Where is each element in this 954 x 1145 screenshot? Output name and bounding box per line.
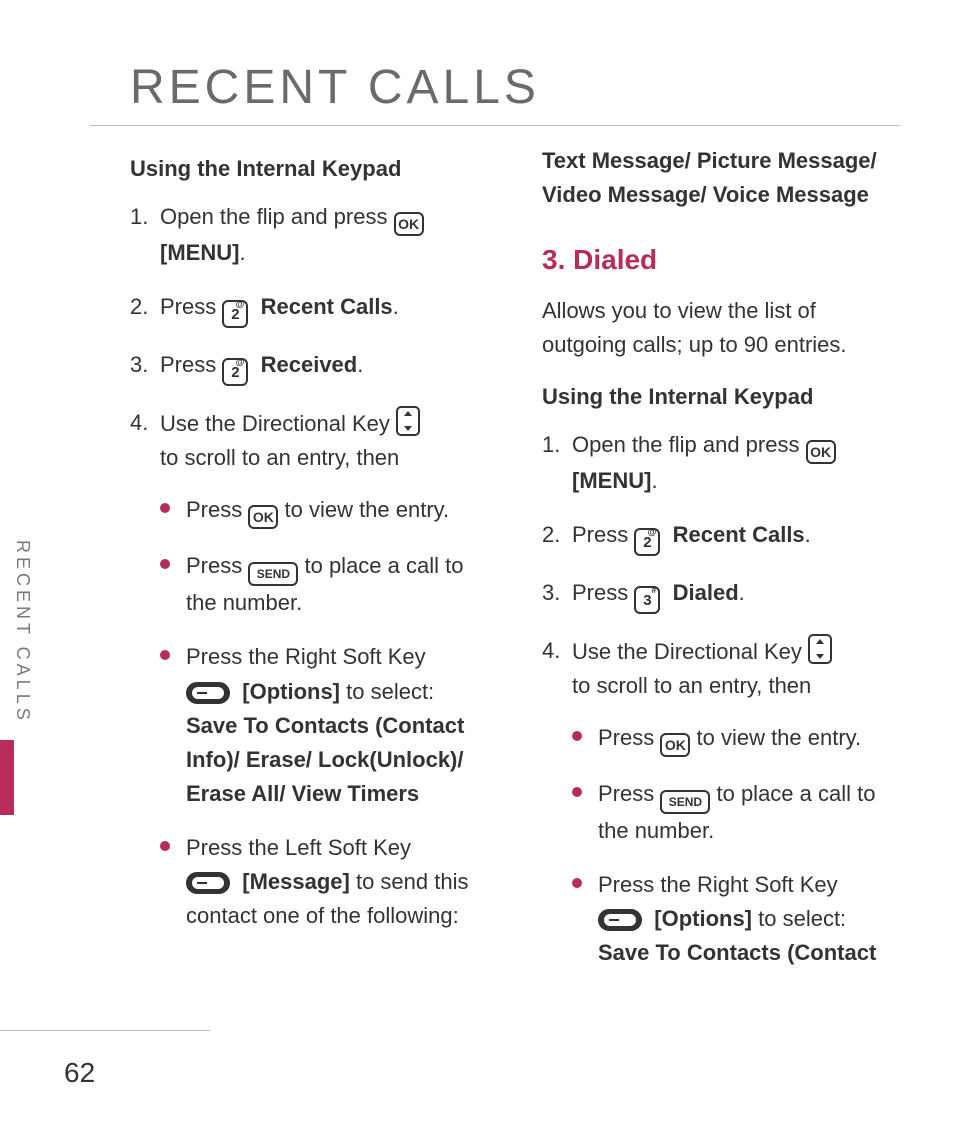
- right-steps: Open the flip and press OK [MENU]. Press…: [542, 428, 894, 971]
- text: Press: [572, 522, 634, 547]
- manual-page: RECENT CALLS Using the Internal Keypad O…: [0, 0, 954, 1145]
- soft-key-icon: [598, 909, 642, 931]
- key-sup: @: [236, 300, 245, 309]
- right-step-2: Press 2@ Recent Calls.: [542, 518, 894, 556]
- left-step-2: Press 2@ Recent Calls.: [130, 290, 482, 328]
- text: .: [739, 580, 745, 605]
- text: Open the flip and press: [572, 432, 806, 457]
- text: to select:: [340, 679, 434, 704]
- text: .: [393, 294, 399, 319]
- left-bullet-2: Press SEND to place a call to the number…: [160, 549, 482, 620]
- options-list: Save To Contacts (Contact Info)/ Erase/ …: [186, 713, 464, 806]
- text: Press: [160, 352, 222, 377]
- side-label: RECENT CALLS: [0, 540, 33, 724]
- right-bullet-1: Press OK to view the entry.: [572, 721, 894, 757]
- left-steps: Open the flip and press OK [MENU]. Press…: [130, 200, 482, 933]
- recent-calls-label: Recent Calls: [261, 294, 393, 319]
- text: Press: [160, 294, 222, 319]
- right-bullets: Press OK to view the entry. Press SEND t…: [572, 721, 894, 970]
- title-rule: [90, 125, 900, 126]
- text: to select:: [752, 906, 846, 931]
- text: to view the entry.: [696, 725, 861, 750]
- ok-key-icon: OK: [394, 212, 424, 236]
- text: .: [651, 468, 657, 493]
- text: Press: [186, 553, 248, 578]
- directional-key-icon: [808, 634, 832, 664]
- left-bullets: Press OK to view the entry. Press SEND t…: [160, 493, 482, 933]
- side-tab: RECENT CALLS: [0, 540, 44, 815]
- dialed-description: Allows you to view the list of outgoing …: [542, 294, 894, 362]
- message-label: [Message]: [242, 869, 350, 894]
- right-bullet-2: Press SEND to place a call to the number…: [572, 777, 894, 848]
- right-bullet-3: Press the Right Soft Key [Options] to se…: [572, 868, 894, 970]
- text: Press: [186, 497, 248, 522]
- left-bullet-3: Press the Right Soft Key [Options] to se…: [160, 640, 482, 810]
- left-bullet-1: Press OK to view the entry.: [160, 493, 482, 529]
- two-key-icon: 2@: [222, 358, 248, 386]
- text: Press the Left Soft Key: [186, 835, 411, 860]
- right-subhead: Using the Internal Keypad: [542, 380, 894, 414]
- text: Press: [598, 781, 660, 806]
- received-label: Received: [261, 352, 358, 377]
- columns: Using the Internal Keypad Open the flip …: [90, 144, 894, 991]
- key-sup: @: [648, 528, 657, 537]
- text: Open the flip and press: [160, 204, 394, 229]
- send-key-icon: SEND: [248, 562, 298, 586]
- key-sup: @: [236, 358, 245, 367]
- left-column: Using the Internal Keypad Open the flip …: [130, 144, 482, 991]
- menu-label: [MENU]: [160, 240, 239, 265]
- options-list-partial: Save To Contacts (Contact: [598, 940, 876, 965]
- page-title: RECENT CALLS: [130, 60, 894, 115]
- key-digit: 3: [643, 592, 651, 609]
- left-step-4: Use the Directional Key to scroll to an …: [130, 406, 482, 933]
- recent-calls-label: Recent Calls: [673, 522, 805, 547]
- left-bullet-4: Press the Left Soft Key [Message] to sen…: [160, 831, 482, 933]
- key-sup: #: [651, 586, 656, 595]
- menu-label: [MENU]: [572, 468, 651, 493]
- left-step-3: Press 2@ Received.: [130, 348, 482, 386]
- text: to scroll to an entry, then: [572, 673, 811, 698]
- soft-key-icon: [186, 872, 230, 894]
- two-key-icon: 2@: [634, 528, 660, 556]
- ok-key-icon: OK: [660, 733, 690, 757]
- text: Press: [572, 580, 634, 605]
- options-label: [Options]: [242, 679, 340, 704]
- left-step-1: Open the flip and press OK [MENU].: [130, 200, 482, 270]
- two-key-icon: 2@: [222, 300, 248, 328]
- three-key-icon: 3#: [634, 586, 660, 614]
- options-label: [Options]: [654, 906, 752, 931]
- right-step-4: Use the Directional Key to scroll to an …: [542, 634, 894, 971]
- left-subhead: Using the Internal Keypad: [130, 152, 482, 186]
- right-column: Text Message/ Picture Message/ Video Mes…: [542, 144, 894, 991]
- send-key-icon: SEND: [660, 790, 710, 814]
- text: .: [805, 522, 811, 547]
- dialed-heading: 3. Dialed: [542, 238, 894, 281]
- footer-rule: [0, 1030, 210, 1031]
- text: to scroll to an entry, then: [160, 445, 399, 470]
- text: Use the Directional Key: [160, 411, 396, 436]
- text: Press the Right Soft Key: [598, 872, 838, 897]
- text: Press: [598, 725, 660, 750]
- text: Press the Right Soft Key: [186, 644, 426, 669]
- page-number: 62: [64, 1057, 95, 1089]
- side-accent-bar: [0, 740, 14, 815]
- text: .: [357, 352, 363, 377]
- ok-key-icon: OK: [806, 440, 836, 464]
- right-step-3: Press 3# Dialed.: [542, 576, 894, 614]
- directional-key-icon: [396, 406, 420, 436]
- text: .: [239, 240, 245, 265]
- text: to view the entry.: [284, 497, 449, 522]
- text: Use the Directional Key: [572, 639, 808, 664]
- soft-key-icon: [186, 682, 230, 704]
- ok-key-icon: OK: [248, 505, 278, 529]
- right-step-1: Open the flip and press OK [MENU].: [542, 428, 894, 498]
- message-types: Text Message/ Picture Message/ Video Mes…: [542, 144, 894, 212]
- dialed-label: Dialed: [673, 580, 739, 605]
